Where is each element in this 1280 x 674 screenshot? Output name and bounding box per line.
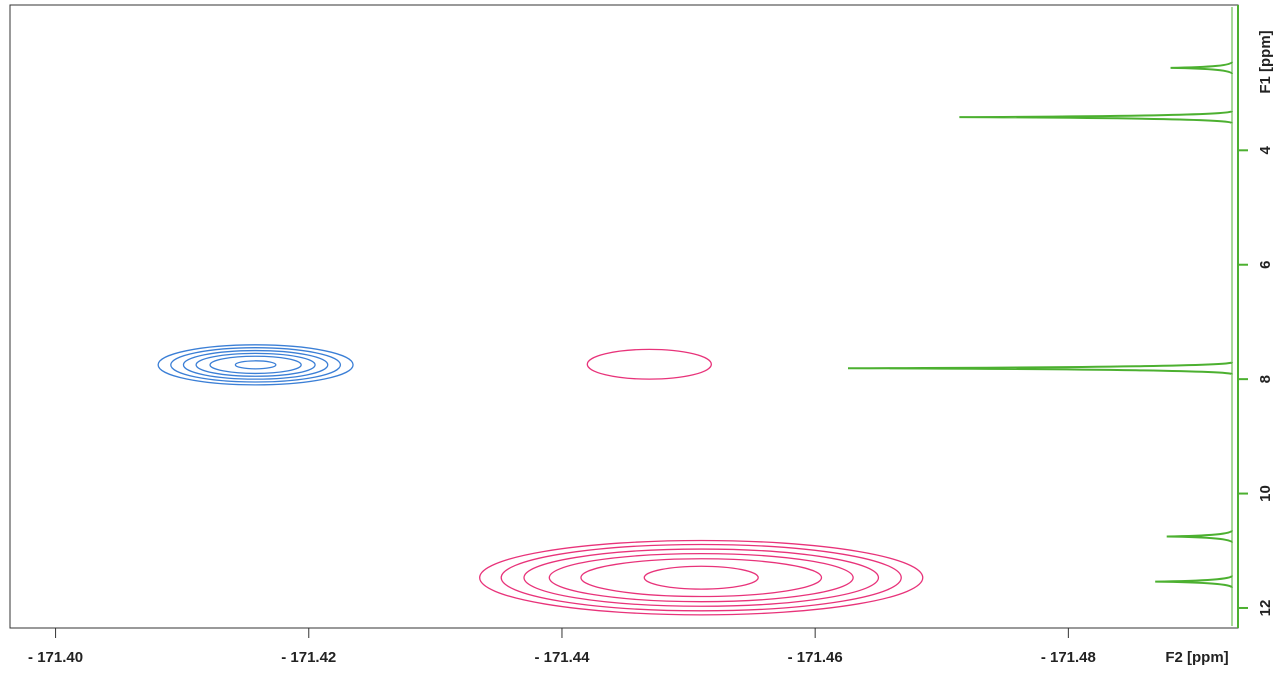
contour xyxy=(548,552,854,603)
y-axis-label: F1 [ppm] xyxy=(1257,30,1274,93)
contour xyxy=(523,548,880,607)
contour xyxy=(157,344,354,386)
contour xyxy=(643,565,759,590)
y-tick-label: 4 xyxy=(1257,145,1274,154)
x-tick-label: - 171.44 xyxy=(534,649,590,666)
y-tick-label: 12 xyxy=(1257,600,1274,617)
contour xyxy=(195,352,316,377)
contour xyxy=(170,347,342,383)
x-tick-label: - 171.46 xyxy=(788,649,843,666)
contour xyxy=(586,348,713,380)
y-tick-label: 8 xyxy=(1257,375,1274,383)
x-tick-label: - 171.40 xyxy=(28,649,83,666)
projection-peak xyxy=(847,361,1233,376)
y-tick-label: 10 xyxy=(1257,485,1274,502)
contour xyxy=(234,360,277,370)
projection-peak xyxy=(1155,574,1233,589)
x-axis-label: F2 [ppm] xyxy=(1165,649,1228,666)
projection-peak xyxy=(1166,529,1233,544)
contour xyxy=(580,558,823,598)
y-tick-label: 6 xyxy=(1257,261,1274,269)
plot-frame xyxy=(9,4,1239,629)
projection-peak xyxy=(959,110,1233,125)
x-tick-label: - 171.42 xyxy=(281,649,336,666)
contour xyxy=(500,543,902,612)
projection-peak xyxy=(1170,61,1233,75)
contour xyxy=(479,539,924,616)
x-tick-label: - 171.48 xyxy=(1041,649,1096,666)
contour xyxy=(209,355,302,375)
contour xyxy=(182,349,329,380)
